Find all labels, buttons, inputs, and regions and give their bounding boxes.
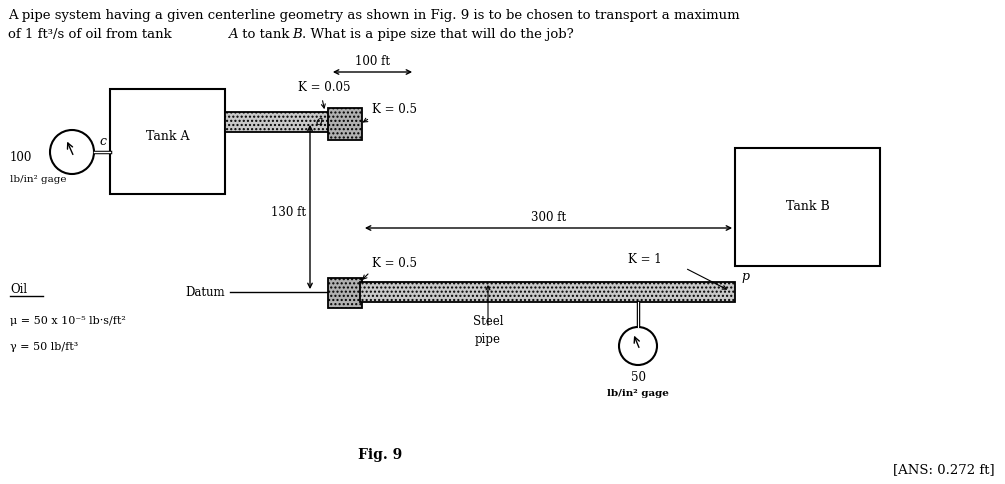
- Text: A: A: [228, 28, 237, 41]
- Bar: [328, 278, 362, 308]
- Text: [ANS: 0.272 ft]: [ANS: 0.272 ft]: [893, 463, 995, 476]
- Text: A pipe system having a given centerline geometry as shown in Fig. 9 is to be cho: A pipe system having a given centerline …: [8, 9, 740, 22]
- Text: lb/in² gage: lb/in² gage: [607, 389, 669, 398]
- Text: K = 0.05: K = 0.05: [298, 81, 351, 94]
- Text: a: a: [316, 115, 324, 128]
- Text: p: p: [741, 270, 749, 283]
- Bar: [225, 112, 330, 132]
- Text: B: B: [292, 28, 302, 41]
- Text: Steel: Steel: [472, 315, 504, 328]
- Bar: [328, 108, 362, 140]
- Text: Datum: Datum: [185, 286, 225, 299]
- Text: c: c: [99, 135, 106, 148]
- Text: of 1 ft³/s of oil from tank: of 1 ft³/s of oil from tank: [8, 28, 176, 41]
- Bar: [110, 89, 225, 194]
- Text: to tank: to tank: [238, 28, 293, 41]
- Text: Oil: Oil: [10, 283, 27, 296]
- Text: 300 ft: 300 ft: [531, 211, 566, 224]
- Text: 100: 100: [10, 151, 32, 164]
- Bar: [735, 148, 880, 266]
- Text: K = 0.5: K = 0.5: [372, 103, 417, 116]
- Text: . What is a pipe size that will do the job?: . What is a pipe size that will do the j…: [302, 28, 574, 41]
- Text: 50: 50: [630, 371, 645, 384]
- Text: γ = 50 lb/ft³: γ = 50 lb/ft³: [10, 342, 78, 352]
- Text: Tank A: Tank A: [146, 130, 189, 143]
- Circle shape: [619, 327, 657, 365]
- Text: 130 ft: 130 ft: [271, 207, 306, 220]
- Text: K = 1: K = 1: [628, 253, 661, 266]
- Circle shape: [50, 130, 94, 174]
- Text: K = 0.5: K = 0.5: [372, 257, 417, 270]
- Text: pipe: pipe: [475, 333, 501, 346]
- Text: lb/in² gage: lb/in² gage: [10, 175, 66, 184]
- Text: Fig. 9: Fig. 9: [358, 448, 402, 462]
- Text: Tank B: Tank B: [786, 200, 829, 213]
- Text: μ = 50 x 10⁻⁵ lb·s/ft²: μ = 50 x 10⁻⁵ lb·s/ft²: [10, 316, 126, 326]
- Text: 100 ft: 100 ft: [355, 55, 390, 68]
- Bar: [360, 282, 735, 302]
